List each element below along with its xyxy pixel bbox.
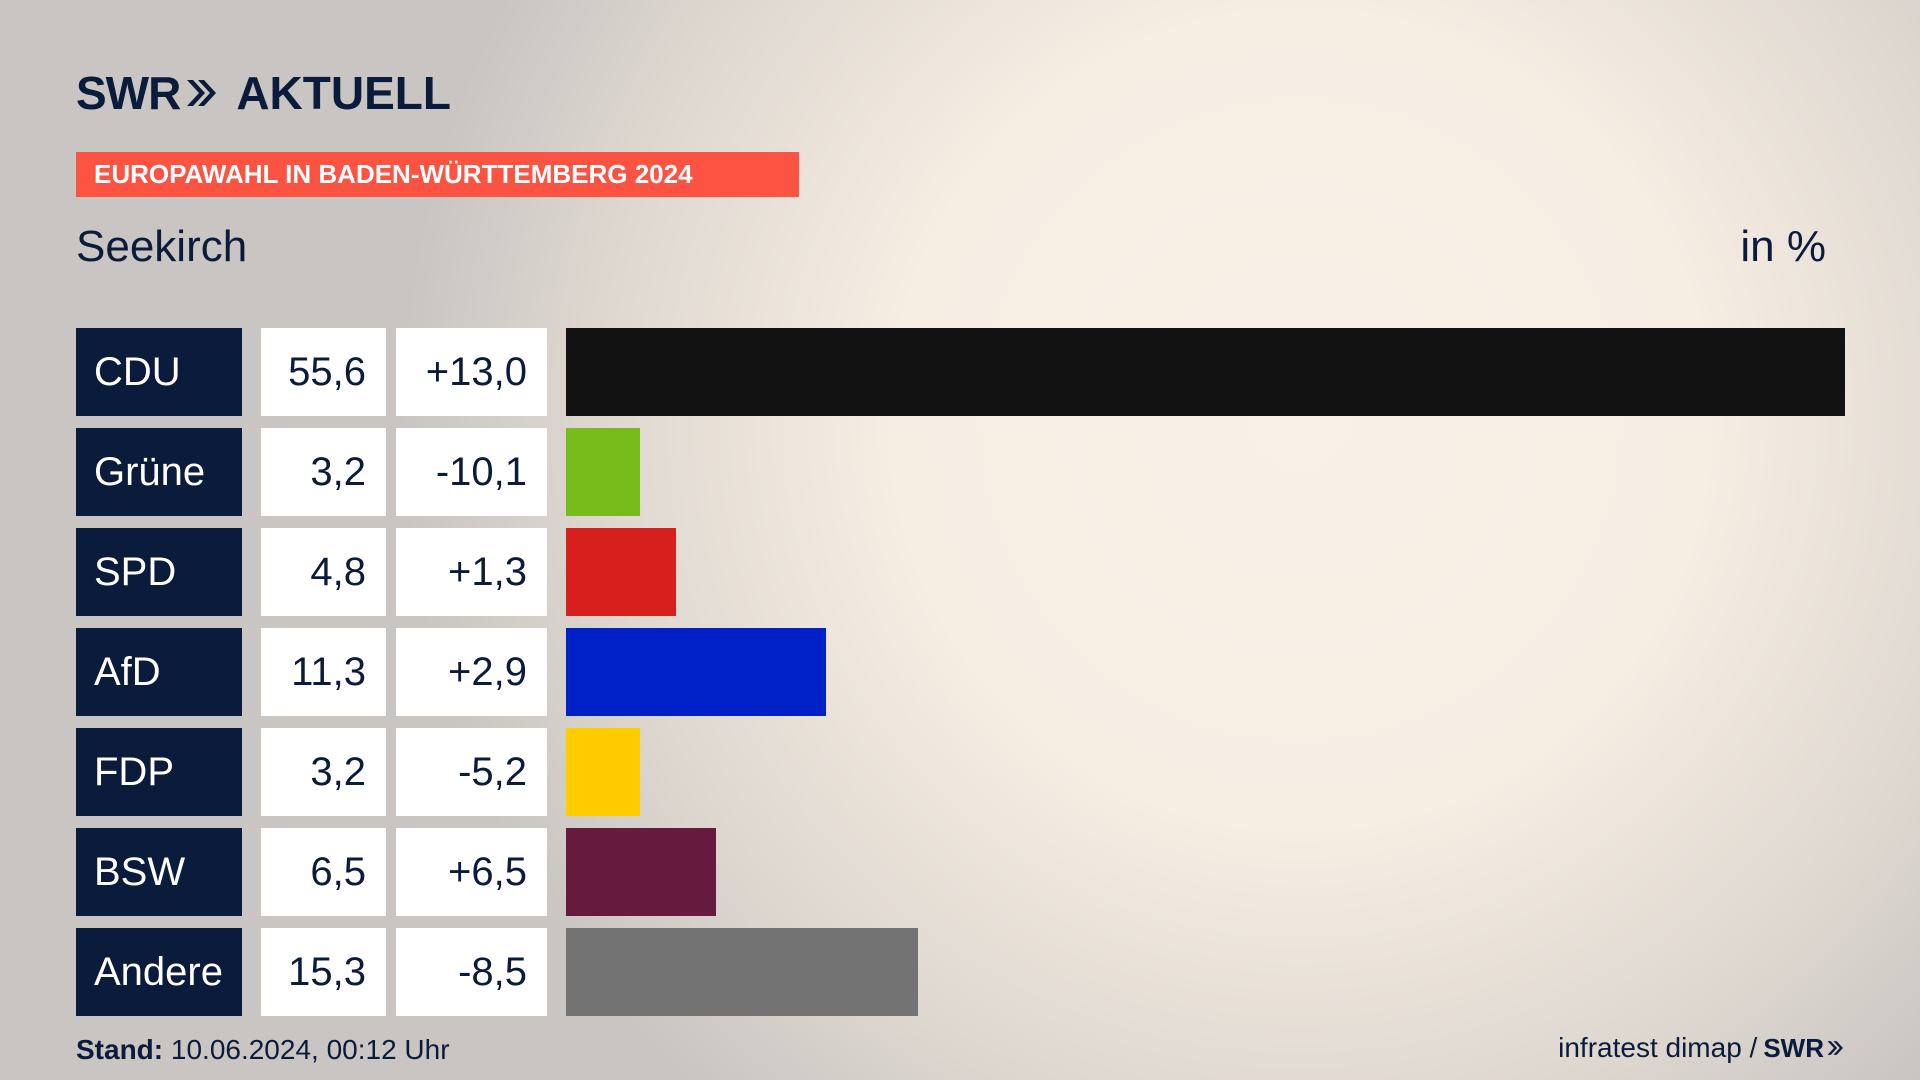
stand-value: 10.06.2024, 00:12 Uhr (170, 1034, 450, 1065)
vote-share-value: 11,3 (261, 628, 386, 716)
party-label: FDP (76, 728, 242, 816)
footer-swr-logo: SWR (1763, 1033, 1844, 1064)
vote-share-value: 4,8 (261, 528, 386, 616)
vote-change-value: +2,9 (396, 628, 547, 716)
stand-label: Stand: (76, 1034, 164, 1065)
swr-logo-text: SWR (76, 67, 181, 119)
vote-share-value: 55,6 (261, 328, 386, 416)
party-label: Grüne (76, 428, 242, 516)
party-row: Grüne 3,2 -10,1 (76, 428, 1846, 516)
vote-share-bar (566, 528, 676, 616)
unit-label: in % (1740, 222, 1826, 271)
vote-change-value: +1,3 (396, 528, 547, 616)
vote-share-bar (566, 328, 1845, 416)
footer-swr-logo-text: SWR (1763, 1032, 1824, 1063)
location-title: Seekirch (76, 222, 248, 271)
swr-logo: SWR (76, 66, 218, 120)
vote-share-bar (566, 928, 918, 1016)
vote-share-value: 3,2 (261, 428, 386, 516)
party-label: BSW (76, 828, 242, 916)
vote-share-bar (566, 728, 640, 816)
party-label: AfD (76, 628, 242, 716)
party-row: SPD 4,8 +1,3 (76, 528, 1846, 616)
party-row: Andere 15,3 -8,5 (76, 928, 1846, 1016)
source-credit: infratest dimap / SWR (1558, 1032, 1844, 1064)
swr-aktuell-logo: SWR AKTUELL (76, 66, 451, 120)
party-label: Andere (76, 928, 242, 1016)
vote-share-bar (566, 828, 716, 916)
party-label: SPD (76, 528, 242, 616)
election-banner: EUROPAWAHL IN BADEN-WÜRTTEMBERG 2024 (76, 152, 799, 197)
vote-share-value: 3,2 (261, 728, 386, 816)
party-row: CDU 55,6 +13,0 (76, 328, 1846, 416)
vote-change-value: -10,1 (396, 428, 547, 516)
vote-change-value: -5,2 (396, 728, 547, 816)
party-row: FDP 3,2 -5,2 (76, 728, 1846, 816)
vote-change-value: -8,5 (396, 928, 547, 1016)
source-text: infratest dimap / (1558, 1032, 1758, 1063)
vote-share-bar (566, 628, 826, 716)
vote-change-value: +6,5 (396, 828, 547, 916)
timestamp: Stand: 10.06.2024, 00:12 Uhr (76, 1034, 450, 1066)
vote-change-value: +13,0 (396, 328, 547, 416)
party-row: BSW 6,5 +6,5 (76, 828, 1846, 916)
vote-share-value: 6,5 (261, 828, 386, 916)
vote-share-bar (566, 428, 640, 516)
chevrons-right-icon (1827, 1041, 1843, 1055)
party-label: CDU (76, 328, 242, 416)
vote-share-value: 15,3 (261, 928, 386, 1016)
party-row: AfD 11,3 +2,9 (76, 628, 1846, 716)
chevrons-right-icon (187, 80, 217, 106)
aktuell-logo-text: AKTUELL (236, 67, 451, 119)
